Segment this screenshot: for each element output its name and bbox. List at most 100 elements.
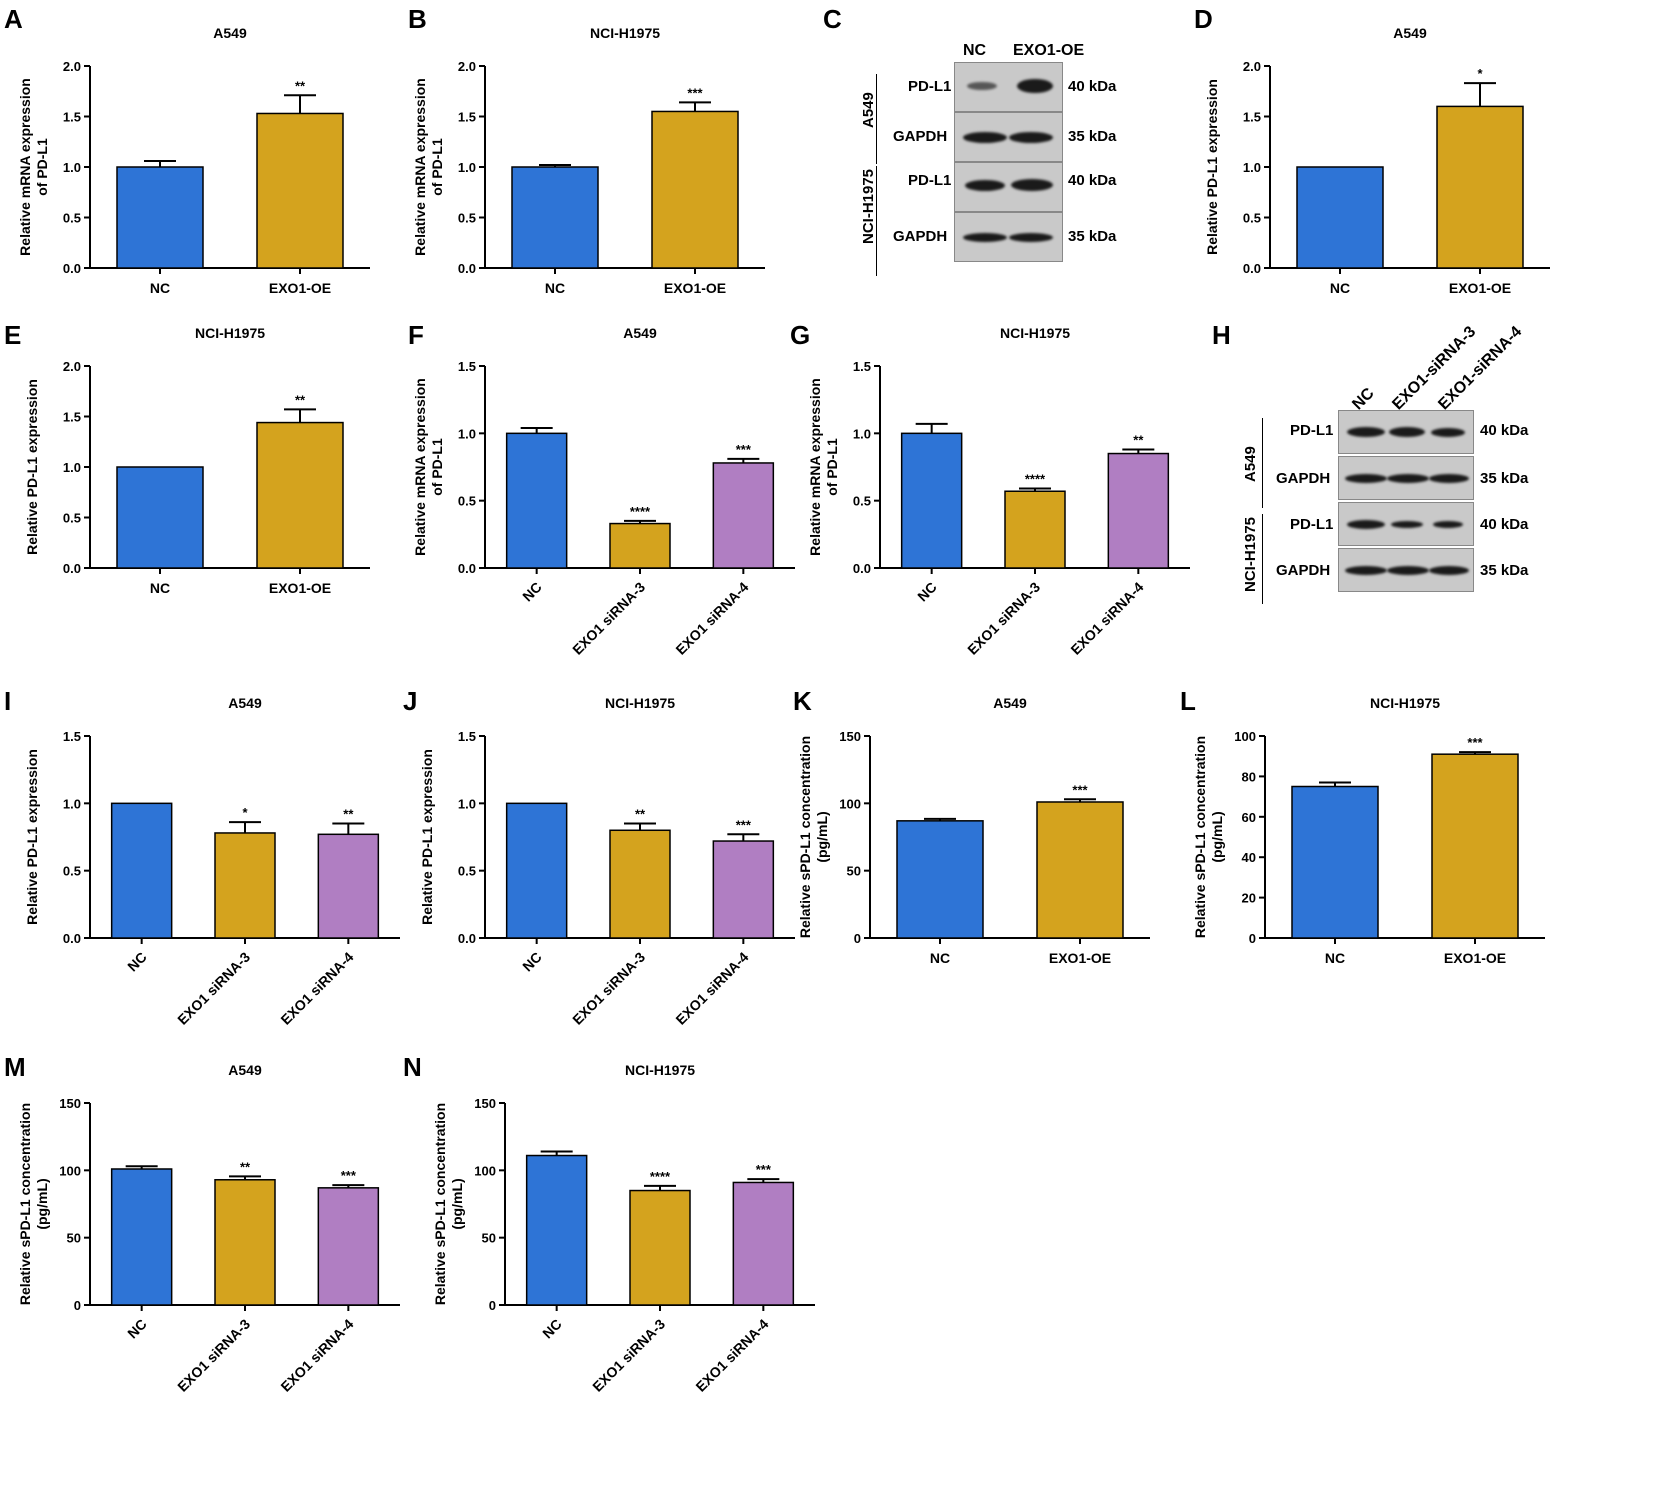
x-tick-label: EXO1-OE [1449, 280, 1511, 296]
y-axis-label: Relative sPD-L1 concentration(pg/mL) [432, 1103, 465, 1305]
significance-label: **** [650, 1169, 671, 1184]
western-blot-h: NC EXO1-siRNA-3 EXO1-siRNA-4 A549 NCI-H1… [1232, 323, 1632, 630]
bar [1107, 452, 1170, 569]
chart-f: A549 Relative mRNA expressionof PD-L1 0.0 0… [412, 325, 795, 658]
y-tick-label: 0 [489, 1298, 496, 1313]
y-axis-label: Relative PD-L1 expression [24, 749, 40, 925]
y-tick-label: 1.0 [63, 796, 81, 811]
y-tick-label: 150 [59, 1096, 81, 1111]
blot-h-strip [1338, 410, 1474, 454]
bar [317, 1187, 380, 1306]
bar [256, 421, 344, 569]
y-axis-label: Relative PD-L1 expression [419, 749, 435, 925]
bar [712, 840, 775, 939]
y-tick-label: 1.5 [63, 110, 81, 125]
y-tick-label: 2.0 [63, 359, 81, 374]
blot-c-row-label: PD-L1 [908, 172, 952, 189]
bar [116, 166, 204, 269]
y-tick-label: 0.0 [458, 261, 476, 276]
blot-c-strip [954, 112, 1063, 162]
blot-c-strip [954, 212, 1063, 262]
y-axis-label: Relative mRNA expressionof PD-L1 [17, 78, 50, 256]
y-tick-label: 1.0 [63, 460, 81, 475]
blot-c-lane-nc: NC [963, 42, 987, 59]
significance-label: *** [1467, 735, 1483, 750]
x-tick-label: EXO1-OE [269, 280, 331, 296]
significance-label: **** [1025, 472, 1046, 487]
y-axis-label: Relative sPD-L1 concentration(pg/mL) [797, 736, 830, 938]
x-tick-label: NC [150, 280, 170, 296]
x-tick-label: NC [150, 580, 170, 596]
chart-n: NCI-H1975 Relative sPD-L1 concentration(p… [432, 1062, 815, 1395]
significance-label: ** [635, 807, 646, 822]
y-tick-label: 0.0 [458, 561, 476, 576]
significance-label: ** [240, 1159, 251, 1174]
y-tick-label: 50 [847, 864, 861, 879]
panel-label-l: L [1180, 686, 1196, 716]
chart-k: A549 Relative sPD-L1 concentration(pg/mL)… [797, 695, 1150, 966]
blot-c-cell-h1975: NCI-H1975 [860, 168, 877, 244]
y-tick-label: 0.5 [63, 864, 81, 879]
chart-title: NCI-H1975 [590, 25, 660, 41]
blot-h-cell-h1975: NCI-H1975 [1242, 516, 1259, 592]
panel-label-c: C [823, 4, 842, 34]
y-tick-label: 50 [67, 1231, 81, 1246]
y-tick-label: 0.5 [63, 511, 81, 526]
y-axis-label: Relative PD-L1 expression [1204, 79, 1220, 255]
panel-label-m: M [4, 1052, 26, 1082]
y-tick-label: 2.0 [1243, 59, 1261, 74]
y-tick-label: 2.0 [458, 59, 476, 74]
y-axis-label: Relative mRNA expressionof PD-L1 [412, 78, 445, 256]
chart-title: NCI-H1975 [1370, 695, 1440, 711]
y-tick-label: 0.0 [63, 931, 81, 946]
x-tick-label: EXO1-OE [1049, 950, 1111, 966]
blot-c-size: 40 kDa [1068, 78, 1117, 95]
blot-h-lane-sirna4: EXO1-siRNA-4 [1435, 323, 1526, 414]
bar [1291, 785, 1379, 939]
chart-title: NCI-H1975 [605, 695, 675, 711]
blot-h-size: 35 kDa [1480, 562, 1529, 579]
x-tick-label: EXO1 siRNA-4 [672, 579, 751, 658]
x-tick-label: NC [539, 1316, 565, 1342]
y-tick-label: 20 [1242, 891, 1256, 906]
blot-c-strip [954, 162, 1063, 212]
blot-c-row-label: GAPDH [893, 128, 948, 145]
x-tick-label: NC [545, 280, 565, 296]
chart-g: NCI-H1975 Relative mRNA expressionof PD-L… [807, 325, 1190, 658]
chart-title: A549 [993, 695, 1027, 711]
x-tick-label: NC [1325, 950, 1345, 966]
y-tick-label: 1.0 [1243, 160, 1261, 175]
blot-c-row-label: GAPDH [893, 228, 948, 245]
y-tick-label: 0.5 [63, 211, 81, 226]
x-tick-label: NC [519, 949, 545, 975]
chart-title: NCI-H1975 [195, 325, 265, 341]
y-tick-label: 0.5 [458, 494, 476, 509]
significance-label: *** [1072, 782, 1088, 797]
bar [110, 802, 173, 939]
y-tick-label: 1.0 [853, 426, 871, 441]
y-tick-label: 40 [1242, 850, 1256, 865]
blot-h-size: 40 kDa [1480, 516, 1529, 533]
blot-h-row-label: PD-L1 [1290, 516, 1334, 533]
y-tick-label: 1.5 [458, 359, 476, 374]
y-tick-label: 0.5 [853, 494, 871, 509]
x-tick-label: EXO1 siRNA-3 [569, 579, 648, 658]
y-tick-label: 1.5 [853, 359, 871, 374]
x-tick-label: EXO1 siRNA-4 [277, 1316, 356, 1395]
significance-label: **** [630, 504, 651, 519]
x-tick-label: NC [124, 1316, 150, 1342]
significance-label: *** [341, 1168, 357, 1183]
x-tick-label: NC [519, 579, 545, 605]
significance-label: *** [736, 442, 752, 457]
y-axis-label: Relative mRNA expressionof PD-L1 [412, 378, 445, 556]
y-tick-label: 60 [1242, 810, 1256, 825]
y-tick-label: 0 [1249, 931, 1256, 946]
blot-c-size: 35 kDa [1068, 228, 1117, 245]
bar [505, 432, 568, 569]
panel-label-i: I [4, 686, 12, 716]
panel-label-k: K [793, 686, 812, 716]
y-tick-label: 50 [482, 1231, 496, 1246]
y-tick-label: 0.0 [853, 561, 871, 576]
y-axis-label: Relative mRNA expressionof PD-L1 [807, 378, 840, 556]
bar [712, 462, 775, 569]
